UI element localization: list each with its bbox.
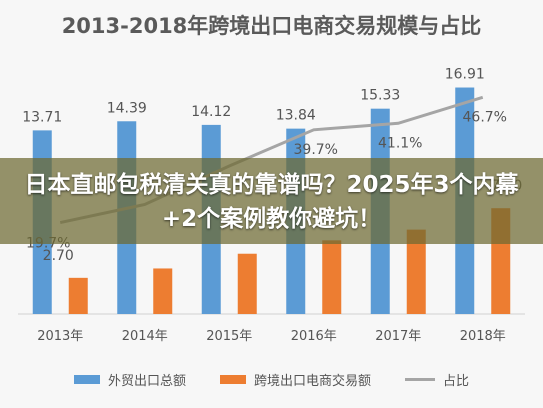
legend-item-ecommerce: 跨境出口电商交易额: [219, 370, 371, 389]
legend: 外贸出口总额 跨境出口电商交易额 占比: [0, 369, 543, 389]
chart-title: 2013-2018年跨境出口电商交易规模与占比: [61, 14, 482, 38]
label-export-5: 16.91: [445, 67, 485, 83]
legend-swatch-export: [73, 374, 100, 384]
legend-swatch-share: [405, 377, 435, 381]
label-export-3: 13.84: [276, 108, 316, 124]
x-tick-1: 2014年: [122, 329, 168, 344]
bar-ecommerce-1: [153, 268, 173, 314]
label-export-4: 15.33: [360, 88, 400, 104]
label-export-2: 14.12: [191, 104, 231, 120]
overlay-banner: [0, 158, 543, 244]
label-export-0: 13.71: [22, 109, 62, 125]
bar-ecommerce-0: [68, 277, 88, 314]
legend-label-export: 外贸出口总额: [107, 373, 186, 389]
x-tick-4: 2017年: [375, 329, 421, 344]
label-ecommerce-0: 2.70: [43, 248, 74, 264]
x-tick-5: 2018年: [460, 329, 506, 344]
bar-ecommerce-3: [322, 240, 342, 314]
bar-ecommerce-2: [237, 253, 257, 314]
label-share-5: 46.7%: [463, 109, 507, 125]
x-tick-3: 2016年: [291, 329, 337, 344]
label-share-4: 41.1%: [378, 135, 422, 151]
legend-item-export: 外贸出口总额: [73, 370, 186, 389]
legend-label-share: 占比: [443, 373, 470, 389]
banner-text: 日本直邮包税清关真的靠谱吗？2025年3个内幕+2个案例教你避坑！: [24, 172, 519, 232]
label-share-3: 39.7%: [294, 142, 338, 158]
legend-swatch-ecommerce: [219, 374, 246, 384]
x-tick-2: 2015年: [206, 329, 252, 344]
legend-item-share: 占比: [405, 370, 469, 389]
legend-label-ecommerce: 跨境出口电商交易额: [253, 373, 371, 389]
label-export-1: 14.39: [107, 100, 147, 116]
x-tick-0: 2013年: [37, 329, 83, 344]
bar-ecommerce-4: [406, 229, 426, 314]
